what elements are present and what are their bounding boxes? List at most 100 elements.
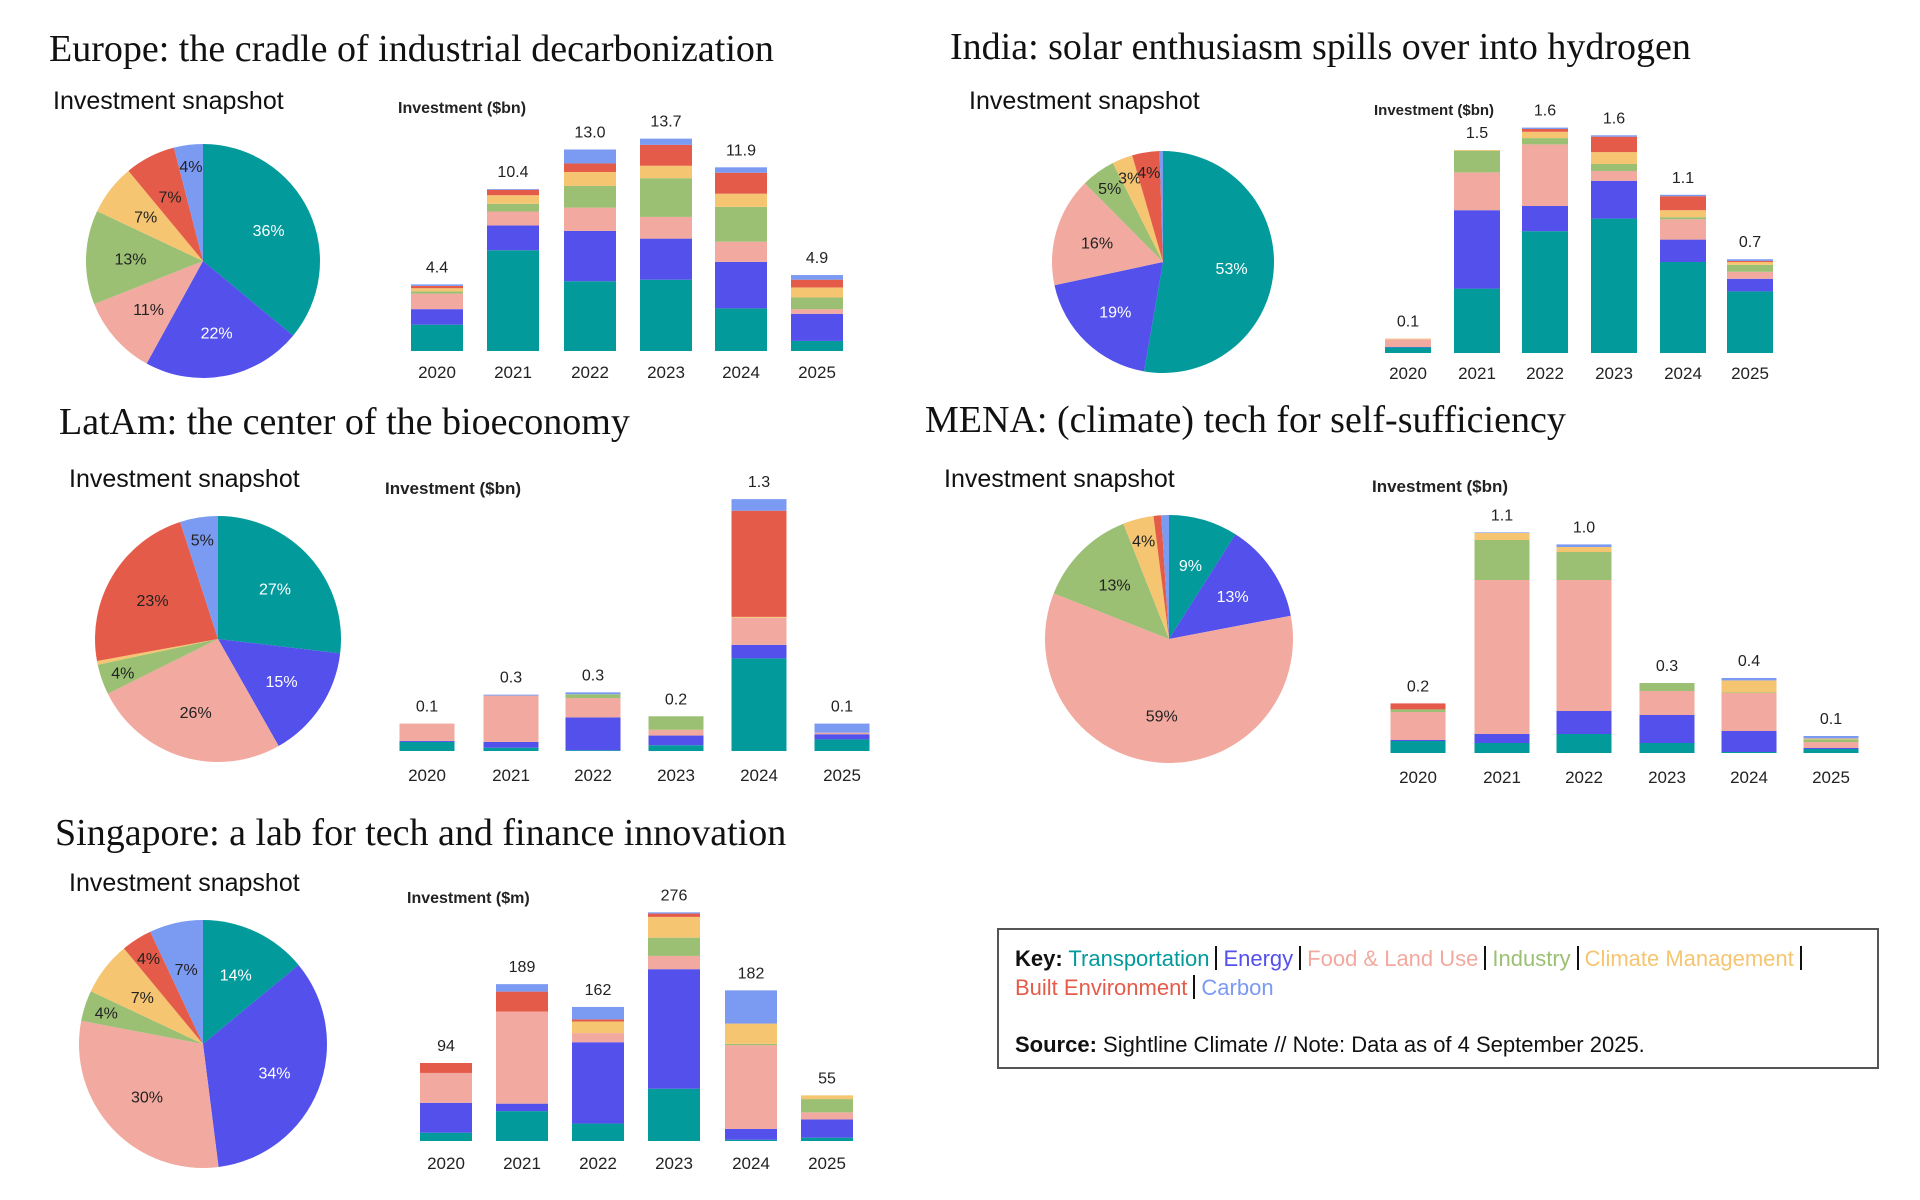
bar-segment-singapore-2024-2 <box>725 1045 777 1129</box>
bar-segment-india-2024-6 <box>1660 194 1706 197</box>
bar-segment-singapore-2021-2 <box>496 1011 548 1104</box>
x-tick-label-europe: 2024 <box>722 363 760 382</box>
bar-segment-singapore-2023-4 <box>648 916 700 938</box>
bar-segment-latam-2021-1 <box>483 741 539 748</box>
bar-segment-india-2023-6 <box>1591 135 1637 137</box>
bar-segment-india-2022-1 <box>1522 206 1568 232</box>
pie-label-europe: 7% <box>134 210 157 227</box>
pie-slice-india-5 <box>1132 151 1163 262</box>
bar-total-label-latam: 0.2 <box>665 691 687 708</box>
bar-total-label-mena: 0.1 <box>1820 711 1842 728</box>
pie-label-latam: 5% <box>191 532 214 549</box>
bar-segment-india-2024-3 <box>1660 217 1706 220</box>
bar-total-label-mena: 1.0 <box>1573 519 1595 536</box>
bar-segment-mena-2020-0 <box>1390 741 1446 753</box>
x-tick-label-mena: 2021 <box>1483 768 1521 787</box>
bar-segment-india-2025-3 <box>1727 264 1773 272</box>
bar-segment-europe-2023-5 <box>640 144 692 166</box>
bar-segment-india-2021-0 <box>1454 288 1500 353</box>
bar-segment-europe-2020-0 <box>411 324 463 351</box>
legend-separator <box>1799 946 1802 970</box>
bar-segment-mena-2020-5 <box>1390 703 1446 710</box>
bar-segment-india-2024-5 <box>1660 196 1706 211</box>
pie-slice-singapore-0 <box>203 920 299 1044</box>
bar-segment-mena-2024-3 <box>1721 692 1777 693</box>
legend-box: Key: Transportation Energy Food & Land Use… <box>997 928 1879 1069</box>
bar-segment-india-2022-2 <box>1522 144 1568 206</box>
panel-title-latam: LatAm: the center of the bioeconomy <box>59 401 630 443</box>
pie-label-india: 19% <box>1099 305 1131 322</box>
pie-label-mena: 9% <box>1179 558 1202 575</box>
legend-item-built-environment: Built Environment <box>1015 975 1188 1000</box>
x-tick-label-india: 2025 <box>1731 364 1769 383</box>
bar-segment-europe-2021-3 <box>487 203 539 212</box>
bar-segment-europe-2023-4 <box>640 165 692 179</box>
bar-segment-europe-2022-2 <box>564 207 616 231</box>
x-tick-label-latam: 2020 <box>408 766 446 785</box>
bar-segment-singapore-2022-4 <box>572 1021 624 1034</box>
bar-segment-singapore-2023-0 <box>648 1088 700 1141</box>
bar-segment-latam-2022-6 <box>565 692 621 695</box>
bar-segment-india-2025-1 <box>1727 278 1773 292</box>
bar-segment-europe-2020-4 <box>411 288 463 292</box>
pie-label-singapore: 7% <box>175 962 198 979</box>
bar-segment-europe-2024-6 <box>715 167 767 173</box>
pie-slice-singapore-3 <box>81 991 203 1044</box>
bar-segment-mena-2021-1 <box>1474 734 1530 743</box>
bar-segment-europe-2021-5 <box>487 189 539 196</box>
pie-label-india: 4% <box>1137 165 1160 182</box>
bar-segment-singapore-2024-1 <box>725 1128 777 1140</box>
bar-segment-latam-2023-1 <box>648 735 704 746</box>
pie-label-latam: 23% <box>137 593 169 610</box>
bar-segment-mena-2021-3 <box>1474 540 1530 580</box>
pie-label-mena: 13% <box>1217 589 1249 606</box>
bar-segment-singapore-2025-0 <box>801 1137 853 1141</box>
bar-total-label-latam: 1.3 <box>748 474 770 491</box>
bar-segment-europe-2021-0 <box>487 250 539 351</box>
bar-segment-singapore-2023-2 <box>648 955 700 970</box>
bar-segment-europe-2024-0 <box>715 308 767 351</box>
pie-title-mena: Investment snapshot <box>944 465 1175 493</box>
bar-segment-singapore-2020-2 <box>420 1072 472 1103</box>
bar-segment-singapore-2020-0 <box>420 1132 472 1141</box>
bar-segment-europe-2022-5 <box>564 163 616 172</box>
bar-segment-mena-2022-6 <box>1556 544 1612 547</box>
x-tick-label-latam: 2024 <box>740 766 778 785</box>
bar-segment-singapore-2021-0 <box>496 1111 548 1141</box>
pie-slice-india-6 <box>1159 151 1163 262</box>
bar-segment-europe-2025-5 <box>791 279 843 288</box>
pie-title-india: Investment snapshot <box>969 87 1200 115</box>
bar-segment-europe-2024-4 <box>715 193 767 207</box>
bar-segment-singapore-2023-5 <box>648 913 700 917</box>
bar-segment-europe-2020-5 <box>411 285 463 289</box>
bar-segment-india-2023-0 <box>1591 218 1637 353</box>
bar-ylabel-india: Investment ($bn) <box>1374 102 1495 119</box>
pie-slice-europe-3 <box>85 211 203 305</box>
pie-slice-singapore-1 <box>203 964 328 1168</box>
pie-slice-singapore-6 <box>150 920 203 1044</box>
legend-separator <box>1215 946 1218 970</box>
bar-total-label-europe: 11.9 <box>726 142 756 159</box>
bar-segment-europe-2022-1 <box>564 230 616 282</box>
bar-segment-mena-2024-4 <box>1721 680 1777 693</box>
x-tick-label-europe: 2022 <box>571 363 609 382</box>
bar-segment-mena-2021-4 <box>1474 533 1530 540</box>
bar-segment-latam-2023-0 <box>648 745 704 751</box>
bar-segment-india-2024-0 <box>1660 262 1706 353</box>
pie-label-mena: 13% <box>1099 578 1131 595</box>
bar-segment-europe-2025-0 <box>791 340 843 351</box>
bar-segment-india-2021-3 <box>1454 150 1500 173</box>
bar-segment-india-2023-5 <box>1591 136 1637 153</box>
bar-segment-mena-2025-4 <box>1803 738 1859 740</box>
bar-segment-europe-2023-2 <box>640 216 692 239</box>
bar-total-label-india: 1.1 <box>1672 170 1694 187</box>
x-tick-label-europe: 2020 <box>418 363 456 382</box>
source-label: Source: <box>1015 1032 1097 1057</box>
bar-segment-singapore-2025-3 <box>801 1099 853 1113</box>
pie-slice-mena-0 <box>1169 515 1236 639</box>
x-tick-label-europe: 2025 <box>798 363 836 382</box>
bar-segment-mena-2025-0 <box>1803 749 1859 753</box>
bar-segment-singapore-2020-1 <box>420 1102 472 1133</box>
bar-segment-europe-2025-4 <box>791 287 843 298</box>
